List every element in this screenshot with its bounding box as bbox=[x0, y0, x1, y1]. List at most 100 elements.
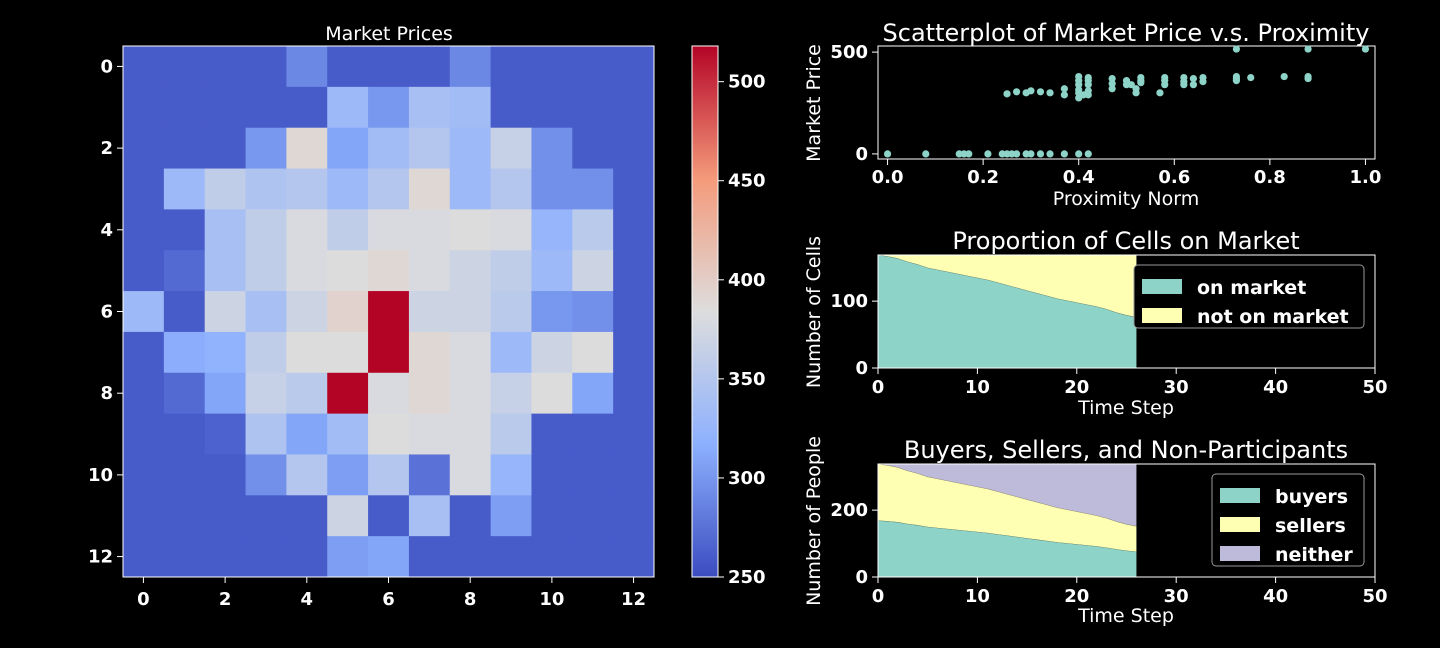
scatter-point bbox=[1036, 150, 1045, 158]
scatter-point bbox=[1180, 73, 1188, 82]
people-frame bbox=[877, 463, 1376, 578]
heatmap-cell bbox=[531, 495, 573, 537]
area-x-tick-label: 0 bbox=[872, 586, 885, 607]
heatmap-x-tick-label: 10 bbox=[539, 589, 564, 610]
area-x-tick-label: 50 bbox=[1362, 586, 1387, 607]
cells-y-ticks: 0 100 bbox=[830, 291, 878, 379]
scatter-point bbox=[1060, 150, 1068, 158]
heatmap-cell bbox=[449, 127, 492, 170]
heatmap-cell bbox=[449, 168, 492, 210]
legend-label: buyers bbox=[1275, 486, 1348, 508]
colorbar-tick-label: 500 bbox=[728, 72, 766, 93]
heatmap-cell bbox=[204, 168, 247, 210]
heatmap-cell bbox=[163, 291, 206, 333]
legend-label: on market bbox=[1197, 277, 1306, 299]
heatmap-cell bbox=[531, 250, 573, 292]
heatmap-cell bbox=[123, 127, 165, 170]
legend-swatch bbox=[1220, 517, 1260, 532]
heatmap-cell bbox=[368, 250, 410, 292]
heatmap-cell bbox=[408, 209, 451, 251]
heatmap-y-tick-label: 6 bbox=[100, 302, 113, 323]
scatter-frame bbox=[877, 45, 1376, 160]
heatmap-cell bbox=[572, 372, 614, 415]
legend-swatch bbox=[1220, 546, 1260, 561]
heatmap-cell bbox=[368, 209, 410, 251]
heatmap-cell bbox=[408, 331, 451, 374]
heatmap-cell bbox=[449, 209, 492, 251]
heatmap-cell bbox=[572, 209, 614, 251]
heatmap-cell bbox=[613, 250, 655, 292]
heatmap-cell bbox=[245, 250, 287, 292]
scatter-x-tick-label: 0.0 bbox=[872, 167, 904, 188]
heatmap-cell bbox=[327, 250, 369, 292]
scatter-point bbox=[1304, 45, 1312, 53]
heatmap-cell bbox=[286, 495, 328, 537]
heatmap-cell bbox=[490, 209, 532, 251]
colorbar-tick-label: 250 bbox=[728, 567, 766, 588]
heatmap-cell bbox=[286, 86, 328, 129]
scatter-point bbox=[1084, 87, 1092, 95]
people-panel: Buyers, Sellers, and Non-Participants 0 1… bbox=[803, 436, 1388, 627]
scatter-point bbox=[1361, 45, 1370, 53]
heatmap-cell bbox=[368, 86, 410, 129]
heatmap-cell bbox=[123, 454, 165, 496]
heatmap-cell bbox=[327, 291, 369, 333]
heatmap-cell bbox=[572, 291, 614, 333]
heatmap-cell bbox=[123, 86, 165, 129]
heatmap-cell bbox=[163, 372, 206, 415]
scatter-point bbox=[1036, 88, 1045, 96]
heatmap-cell bbox=[368, 372, 410, 415]
heatmap-cell bbox=[572, 168, 614, 210]
heatmap-cell bbox=[449, 331, 492, 374]
heatmap-cells bbox=[123, 46, 655, 578]
area-x-tick-label: 10 bbox=[965, 377, 990, 398]
heatmap-cell bbox=[327, 168, 369, 210]
scatter-points bbox=[883, 45, 1370, 158]
area-x-tick-label: 50 bbox=[1362, 377, 1387, 398]
heatmap-cell bbox=[286, 291, 328, 333]
scatter-x-tick-label: 0.6 bbox=[1158, 167, 1190, 188]
heatmap-cell bbox=[408, 372, 451, 415]
heatmap-cell bbox=[327, 127, 369, 170]
scatter-point bbox=[1012, 88, 1021, 96]
heatmap-cell bbox=[204, 127, 247, 170]
scatter-point bbox=[1003, 90, 1011, 98]
scatter-x-label: Proximity Norm bbox=[1053, 188, 1199, 210]
colorbar-tick-label: 300 bbox=[728, 468, 766, 489]
heatmap-cell bbox=[286, 127, 328, 170]
heatmap-cell bbox=[613, 127, 655, 170]
heatmap-cell bbox=[123, 536, 165, 578]
heatmap-cell bbox=[327, 209, 369, 251]
scatter-point bbox=[1012, 150, 1021, 158]
heatmap-cell bbox=[368, 291, 410, 333]
area-series-not-on-market bbox=[878, 255, 1137, 318]
area-x-tick-label: 40 bbox=[1263, 377, 1288, 398]
scatter-x-ticks: 0.0 0.2 0.4 0.6 0.8 1.0 bbox=[872, 159, 1381, 188]
heatmap-cell bbox=[408, 413, 451, 455]
heatmap-cell bbox=[490, 127, 532, 170]
scatter-point bbox=[1075, 72, 1083, 81]
heatmap-cell bbox=[123, 413, 165, 455]
heatmap-x-tick-label: 4 bbox=[301, 589, 314, 610]
scatter-x-tick-label: 1.0 bbox=[1349, 167, 1381, 188]
scatter-point bbox=[1232, 45, 1241, 53]
area-x-tick-label: 30 bbox=[1164, 586, 1189, 607]
heatmap-cell bbox=[613, 331, 655, 374]
heatmap-cell bbox=[408, 127, 451, 170]
heatmap-cell bbox=[204, 331, 247, 374]
heatmap-cell bbox=[490, 331, 532, 374]
area-series-on-market bbox=[878, 255, 1137, 368]
legend-frame bbox=[1133, 264, 1365, 329]
cells-panel: Proportion of Cells on Market 0 10 20 30 40 5… bbox=[803, 227, 1388, 419]
heatmap-cell bbox=[613, 536, 655, 578]
heatmap-cell bbox=[613, 209, 655, 251]
scatter-point bbox=[1122, 77, 1131, 85]
scatter-y-label: Market Price bbox=[803, 44, 825, 162]
people-x-label: Time Step bbox=[1077, 605, 1174, 627]
heatmap-cell bbox=[123, 495, 165, 537]
cells-x-label: Time Step bbox=[1077, 397, 1174, 419]
heatmap-cell bbox=[408, 168, 451, 210]
legend-label: neither bbox=[1275, 544, 1353, 566]
heatmap-cell bbox=[613, 86, 655, 129]
heatmap-cell bbox=[490, 495, 532, 537]
